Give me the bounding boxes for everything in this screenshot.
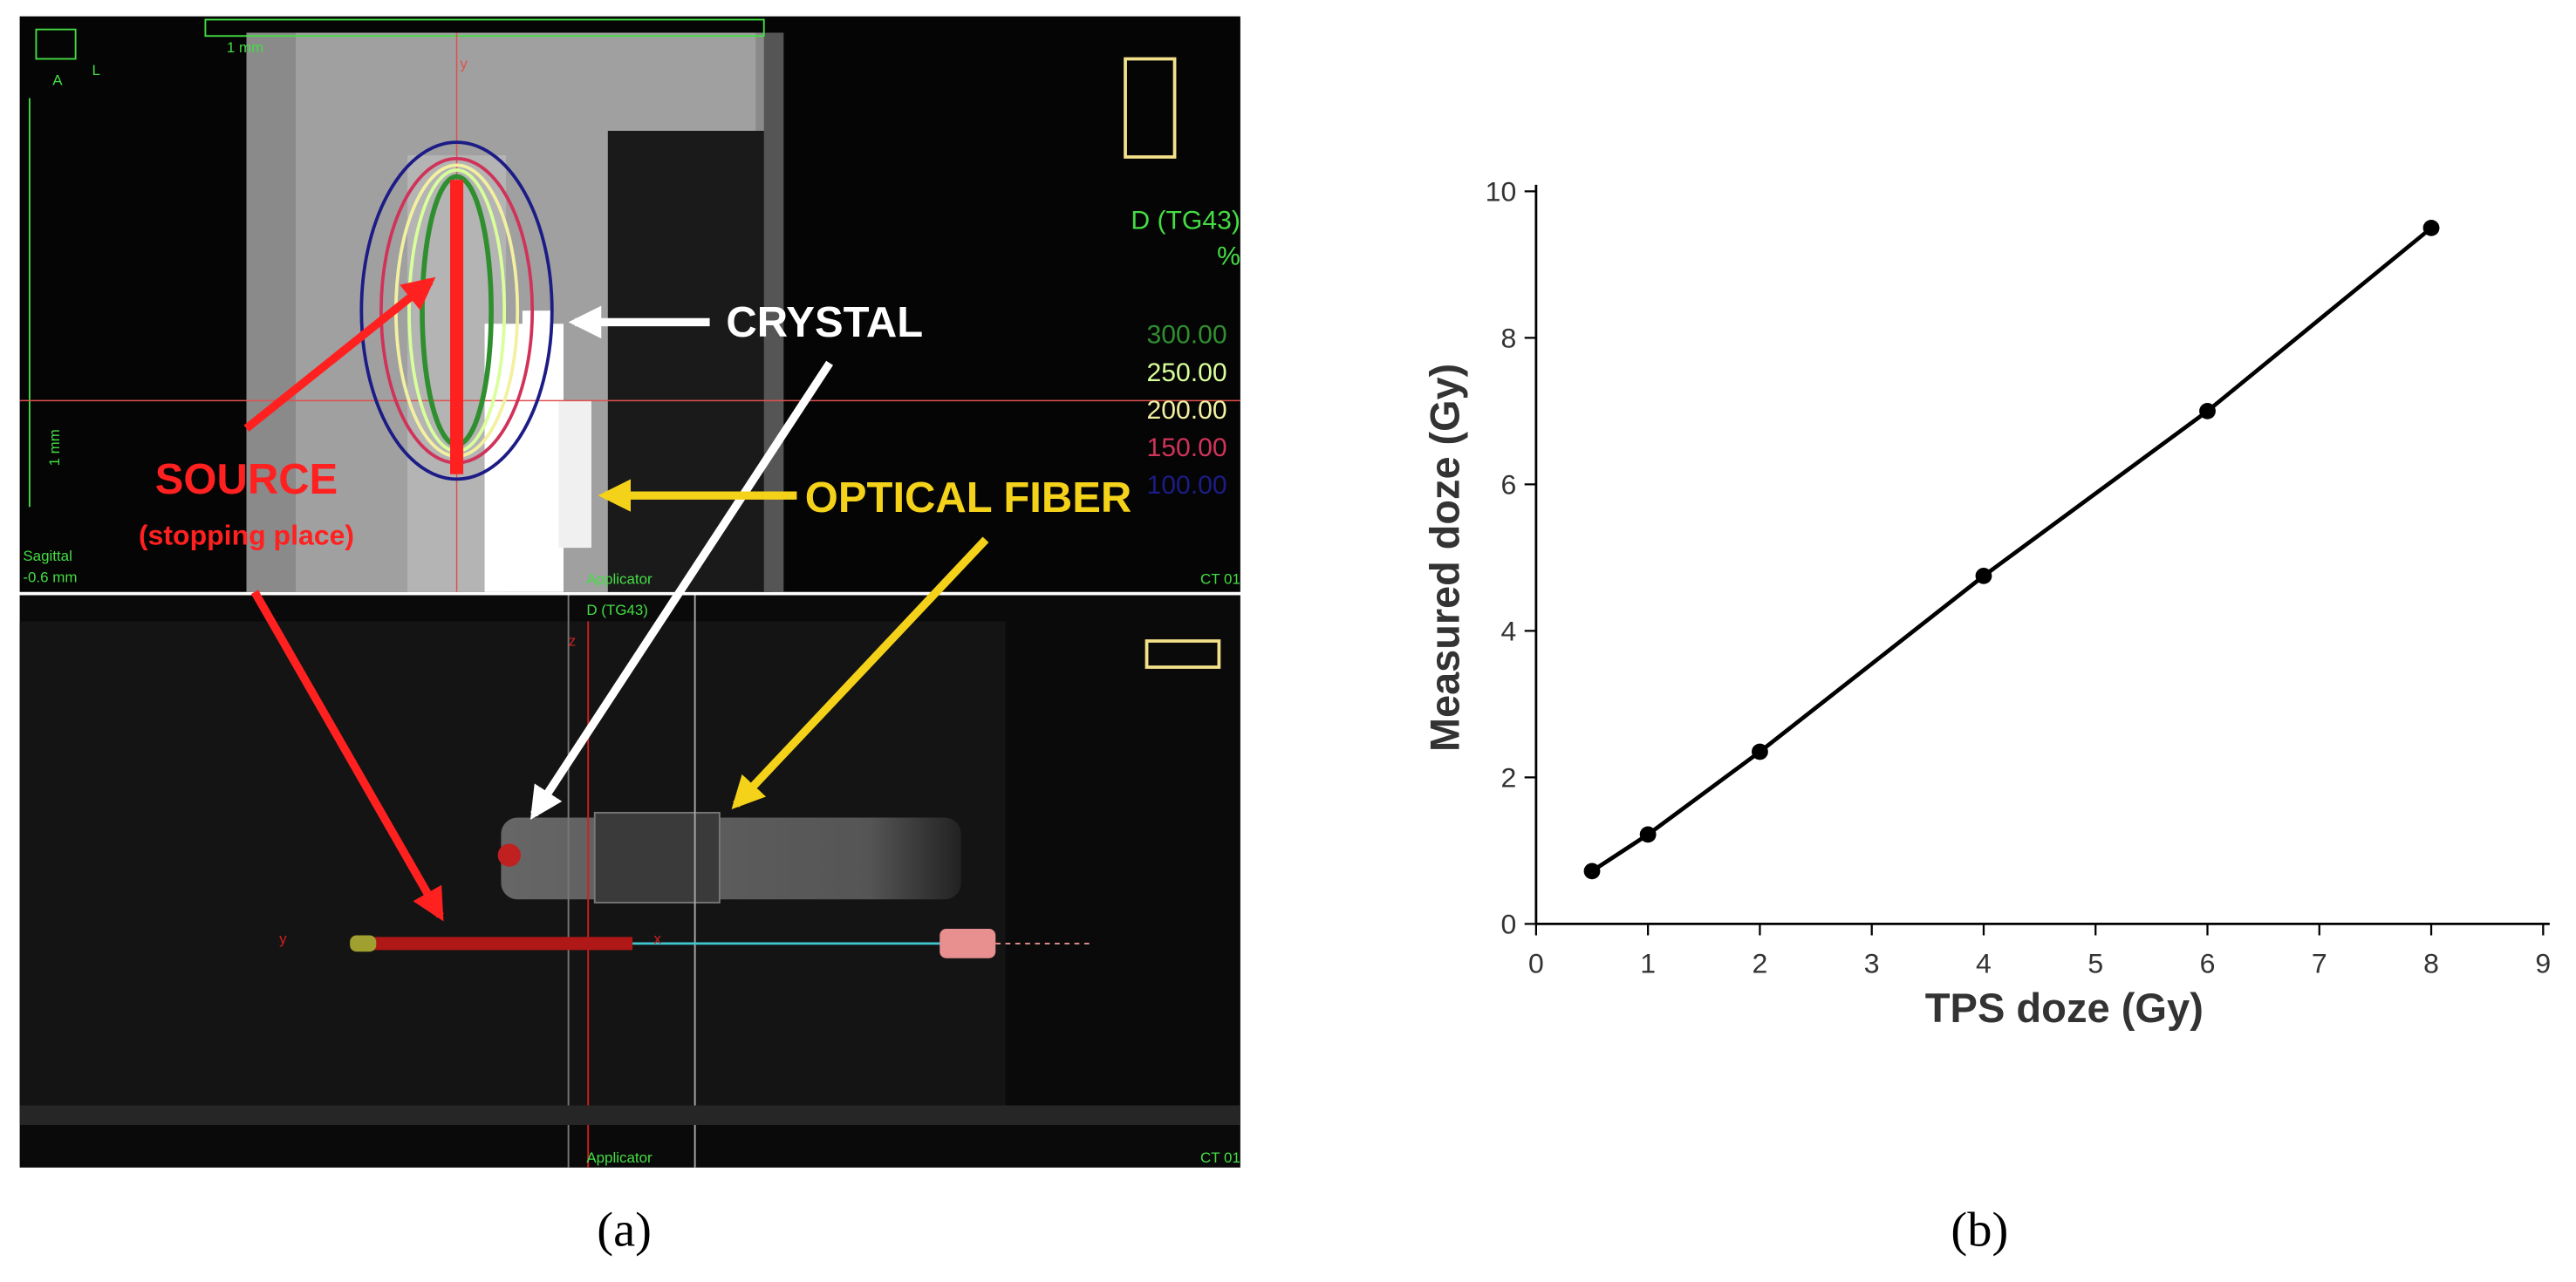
legend-entry: 200.00 <box>1147 396 1227 425</box>
data-point <box>1752 743 1768 760</box>
y-tick-label: 6 <box>1500 469 1516 501</box>
isodose-legend: 300.00 250.00 200.00 150.00 100.00 <box>1147 321 1227 500</box>
view-offset: -0.6 mm <box>23 569 77 586</box>
y-tick-label: 8 <box>1500 323 1516 354</box>
y-axis-label: Measured doze (Gy) <box>1421 364 1467 752</box>
x-tick-label: 3 <box>1864 948 1880 979</box>
x-tick-label: 2 <box>1753 948 1768 979</box>
data-point <box>1583 863 1601 880</box>
viewer-top: A L 1 mm 1 mm y D (TG43) % 300.00 250.00 2… <box>19 16 1240 592</box>
x-tick-label: 9 <box>2535 948 2551 979</box>
legend-entry: 250.00 <box>1147 358 1227 387</box>
annotations: CRYSTAL SOURCE (stopping place) OPTICAL … <box>139 276 1131 922</box>
x-axis-label: TPS doze (Gy) <box>1925 985 2204 1031</box>
x-tick-label: 6 <box>2200 948 2216 979</box>
viewer-bottom: D (TG43) z y x Applicator CT 01 <box>19 595 1240 1168</box>
data-point <box>2422 219 2440 236</box>
caption: (a) <box>597 1204 652 1258</box>
y-tick-label: 10 <box>1486 176 1517 208</box>
legend-entry: 150.00 <box>1147 433 1227 462</box>
x-tick-label: 4 <box>1976 948 1992 979</box>
data-point <box>2199 403 2216 419</box>
orientation-label: L <box>92 62 99 78</box>
x-tick-label: 0 <box>1528 948 1544 979</box>
legend-entry: 300.00 <box>1147 321 1227 350</box>
caption: (b) <box>1951 1204 2008 1258</box>
applicator-label: Applicator <box>586 570 653 587</box>
scale-label: 1 mm <box>46 429 63 466</box>
series-label: CT 01 <box>1200 1149 1240 1166</box>
axis-label: z <box>569 633 576 650</box>
axis-label: y <box>279 931 287 947</box>
dose-unit: % <box>1217 242 1240 271</box>
annotation: SOURCE <box>155 456 338 503</box>
annotation: CRYSTAL <box>726 299 923 346</box>
data-point <box>1975 568 1992 584</box>
annotation: OPTICAL FIBER <box>805 474 1131 522</box>
y-tick-label: 0 <box>1500 909 1516 940</box>
scale-label: 1 mm <box>227 39 263 56</box>
series-label: CT 01 <box>1200 570 1240 587</box>
y-tick-label: 2 <box>1500 762 1516 794</box>
x-tick-label: 7 <box>2312 948 2327 979</box>
x-tick-label: 8 <box>2423 948 2439 979</box>
view-name: Sagittal <box>23 548 72 564</box>
chart: 0 1 2 3 4 5 6 7 8 9 0 2 4 6 8 10 TPS doze (Gy) Measured d… <box>1421 176 2551 1031</box>
x-tick-label: 1 <box>1640 948 1656 979</box>
x-tick-label: 5 <box>2087 948 2103 979</box>
orientation-label: A <box>52 72 63 89</box>
annotation: (stopping place) <box>139 519 354 550</box>
dose-title: D (TG43) <box>1131 207 1240 235</box>
applicator-label: Applicator <box>586 1149 653 1166</box>
legend-entry: 100.00 <box>1147 471 1227 500</box>
data-line <box>1590 226 2433 873</box>
data-point <box>1639 826 1657 843</box>
dose-label: D (TG43) <box>586 602 648 618</box>
axis-label: y <box>460 56 468 72</box>
y-tick-label: 4 <box>1500 616 1516 647</box>
axis-label: x <box>654 931 662 947</box>
